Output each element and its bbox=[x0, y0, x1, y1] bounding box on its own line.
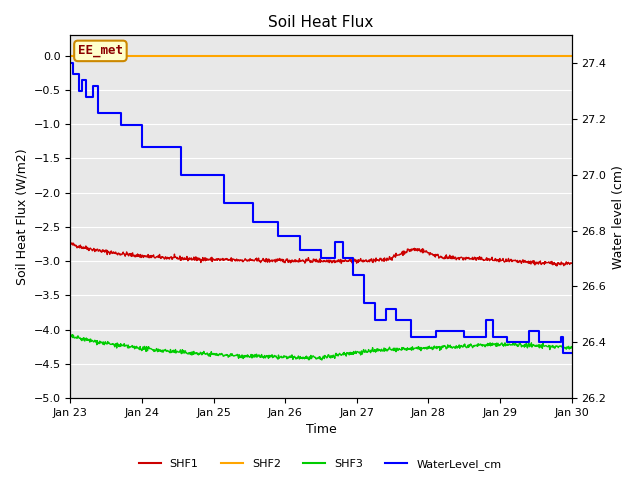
WaterLevel_cm bbox=[296, 247, 303, 253]
Line: SHF1: SHF1 bbox=[70, 243, 572, 266]
SHF2 bbox=[294, 53, 301, 59]
SHF3 bbox=[333, 353, 340, 359]
SHF2 bbox=[332, 53, 340, 59]
SHF3 bbox=[568, 345, 575, 350]
SHF2 bbox=[240, 53, 248, 59]
SHF3 bbox=[318, 357, 326, 363]
WaterLevel_cm bbox=[83, 94, 90, 99]
Legend: SHF1, SHF2, SHF3, WaterLevel_cm: SHF1, SHF2, SHF3, WaterLevel_cm bbox=[134, 455, 506, 474]
SHF2 bbox=[557, 53, 565, 59]
SHF1 bbox=[67, 240, 74, 246]
SHF2 bbox=[108, 53, 116, 59]
WaterLevel_cm bbox=[559, 350, 567, 356]
WaterLevel_cm bbox=[568, 350, 575, 356]
SHF1 bbox=[559, 261, 566, 267]
SHF3 bbox=[294, 354, 301, 360]
SHF1 bbox=[568, 260, 575, 266]
SHF3 bbox=[67, 332, 74, 338]
SHF2 bbox=[67, 53, 74, 59]
WaterLevel_cm bbox=[339, 239, 346, 245]
Text: EE_met: EE_met bbox=[78, 44, 123, 58]
SHF1 bbox=[553, 263, 561, 269]
WaterLevel_cm bbox=[67, 60, 74, 66]
SHF2 bbox=[556, 53, 563, 59]
SHF1 bbox=[294, 259, 301, 264]
X-axis label: Time: Time bbox=[306, 423, 337, 436]
SHF1 bbox=[556, 261, 564, 266]
SHF1 bbox=[332, 259, 340, 264]
SHF1 bbox=[68, 240, 76, 246]
Title: Soil Heat Flux: Soil Heat Flux bbox=[268, 15, 374, 30]
WaterLevel_cm bbox=[360, 272, 368, 278]
Y-axis label: Soil Heat Flux (W/m2): Soil Heat Flux (W/m2) bbox=[15, 148, 28, 285]
SHF1 bbox=[108, 251, 116, 256]
Line: WaterLevel_cm: WaterLevel_cm bbox=[70, 63, 572, 353]
SHF3 bbox=[108, 341, 116, 347]
SHF1 bbox=[241, 257, 248, 263]
Line: SHF3: SHF3 bbox=[70, 335, 572, 360]
SHF3 bbox=[68, 332, 76, 337]
WaterLevel_cm bbox=[381, 306, 389, 312]
SHF2 bbox=[568, 53, 575, 59]
SHF3 bbox=[241, 355, 248, 360]
SHF3 bbox=[559, 344, 566, 350]
WaterLevel_cm bbox=[392, 306, 400, 312]
Y-axis label: Water level (cm): Water level (cm) bbox=[612, 165, 625, 269]
SHF3 bbox=[556, 343, 564, 348]
